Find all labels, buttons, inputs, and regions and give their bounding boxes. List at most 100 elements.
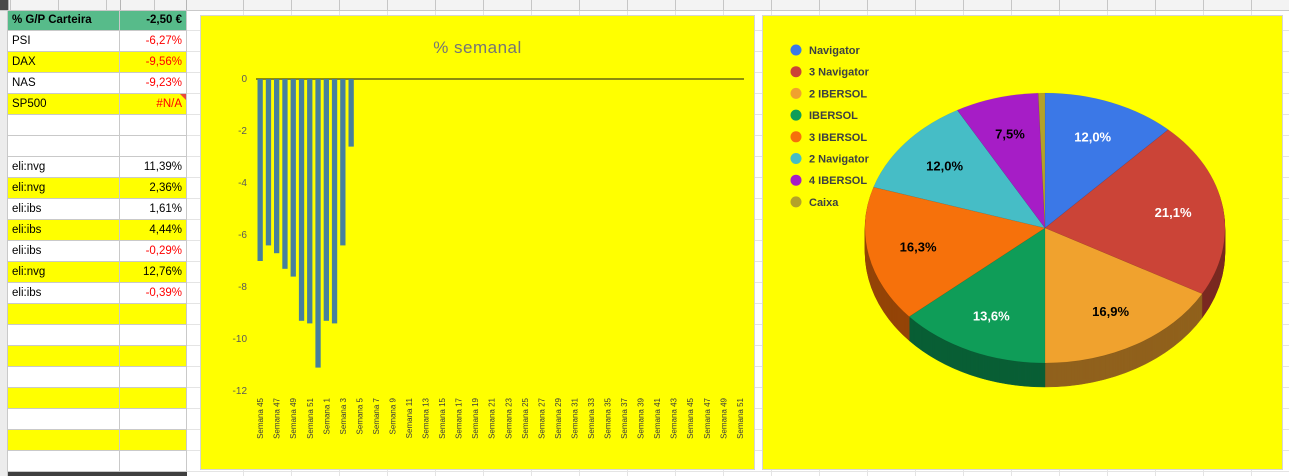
table-cell-value[interactable]: -0,29% [120,241,187,262]
legend-label: 3 Navigator [809,67,870,79]
x-axis-tick-label: Semana 31 [570,397,579,438]
bar[interactable] [348,79,354,147]
pie-slice[interactable] [1044,227,1203,364]
x-axis-tick-label: Semana 27 [537,397,546,438]
bar[interactable] [290,79,296,277]
table-cell-label[interactable]: eli:nvg [8,262,120,283]
bar[interactable] [282,79,288,269]
table-cell-label[interactable]: eli:nvg [8,178,120,199]
pie-slice[interactable] [1044,92,1169,229]
table-cell-label[interactable] [8,325,120,346]
bar[interactable] [307,79,313,324]
bar[interactable] [257,79,263,261]
pie-slice[interactable] [1044,129,1226,295]
y-axis-tick-label: -10 [233,334,248,345]
table-cell-label[interactable] [8,136,120,157]
table-cell-label[interactable] [8,346,120,367]
table-cell-label[interactable] [8,388,120,409]
table-cell-value[interactable] [120,409,187,430]
table-cell-label[interactable]: PSI [8,31,120,52]
table-cell-value[interactable] [120,451,187,472]
table-cell-value[interactable]: 12,76% [120,262,187,283]
table-cell-value[interactable]: -9,56% [120,52,187,73]
x-axis-tick-label: Semana 37 [620,397,629,438]
table-cell-label[interactable]: eli:ibs [8,241,120,262]
pie-slice[interactable] [956,92,1046,229]
table-row [8,325,187,346]
x-axis-tick-label: Semana 49 [289,397,298,438]
table-cell-value[interactable] [120,430,187,451]
x-axis-tick-label: Semana 39 [637,397,646,438]
table-cell-label[interactable] [8,409,120,430]
table-cell-label[interactable] [8,115,120,136]
pie-chart-svg: Navigator 3 Navigator 2 IBERSOL IBERSOL 3 IB… [790,44,1226,388]
bar[interactable] [340,79,346,246]
table-cell-label[interactable] [8,472,120,476]
table-row: eli:nvg 11,39% [8,157,187,178]
pie-slice-label: 12,0% [926,159,963,174]
table-cell-label[interactable]: eli:nvg [8,157,120,178]
table-cell-label[interactable]: eli:ibs [8,220,120,241]
y-axis-tick-label: -6 [238,230,247,241]
pie-slice-label: 12,0% [1074,130,1111,145]
x-axis-tick-label: Semana 13 [422,397,431,438]
row-header-gutter[interactable] [0,10,8,476]
table-cell-label[interactable]: NAS [8,73,120,94]
table-cell-value[interactable]: -2,50 € [120,10,187,31]
x-axis-tick-label: Semana 29 [554,397,563,438]
legend-label: Navigator [809,45,860,57]
bar[interactable] [323,79,329,321]
table-cell-value[interactable]: 2,36% [120,178,187,199]
table-row: eli:ibs 4,44% [8,220,187,241]
table-cell-label[interactable]: eli:ibs [8,199,120,220]
table-cell-label[interactable] [8,430,120,451]
table-cell-value[interactable] [120,388,187,409]
table-row: eli:nvg 2,36% [8,178,187,199]
bar-chart-title: % semanal [433,38,522,57]
pie-chart[interactable]: Navigator 3 Navigator 2 IBERSOL IBERSOL 3 IB… [762,15,1283,470]
x-axis-tick-label: Semana 41 [653,397,662,438]
table-cell-value[interactable]: #N/A [120,94,187,115]
select-all-corner[interactable] [0,0,8,10]
pie-slice[interactable] [908,227,1046,364]
table-cell-label[interactable]: % G/P Carteira [8,10,120,31]
table-cell-value[interactable]: -6,27% [120,31,187,52]
bar[interactable] [331,79,338,324]
table-cell-label[interactable]: DAX [8,52,120,73]
x-axis-tick-label: Semana 11 [405,397,414,438]
table-cell-value[interactable]: -9,23% [120,73,187,94]
table-row: NAS -9,23% [8,73,187,94]
table-row [8,304,187,325]
bar[interactable] [265,79,272,246]
table-cell-value[interactable] [120,115,187,136]
bar[interactable] [274,79,280,254]
table-cell-value[interactable]: 11,39% [120,157,187,178]
table-row [8,346,187,367]
x-axis-tick-label: Semana 9 [389,397,398,434]
pie-slice-label: 16,9% [1092,304,1129,319]
bar[interactable] [315,79,321,368]
table-cell-value[interactable] [120,346,187,367]
bar[interactable] [298,79,305,321]
table-cell-value[interactable] [120,325,187,346]
column-header-strip[interactable] [0,0,1289,11]
table-cell-value[interactable]: 1,61% [120,199,187,220]
table-cell-value[interactable] [120,304,187,325]
pie-slice[interactable] [873,109,1046,229]
table-cell-value[interactable]: -0,39% [120,283,187,304]
pie-slice-label: 16,3% [900,240,937,255]
pie-slice[interactable] [864,186,1046,317]
table-cell-label[interactable]: eli:ibs [8,283,120,304]
table-cell-value[interactable] [120,136,187,157]
table-cell-value[interactable] [120,472,187,476]
table-cell-label[interactable] [8,304,120,325]
table-cell-label[interactable]: SP500 [8,94,120,115]
bar-chart[interactable]: % semanal 0 -2 -4 -6 -8 -10 -12 Semana 45 Semana… [200,15,755,470]
table-cell-label[interactable] [8,367,120,388]
table-cell-value[interactable]: 4,44% [120,220,187,241]
table-cell-value[interactable] [120,367,187,388]
table-cell-label[interactable] [8,451,120,472]
pie-slice[interactable] [1037,92,1046,229]
table-row: eli:ibs -0,29% [8,241,187,262]
x-axis-tick-label: Semana 35 [604,397,613,438]
